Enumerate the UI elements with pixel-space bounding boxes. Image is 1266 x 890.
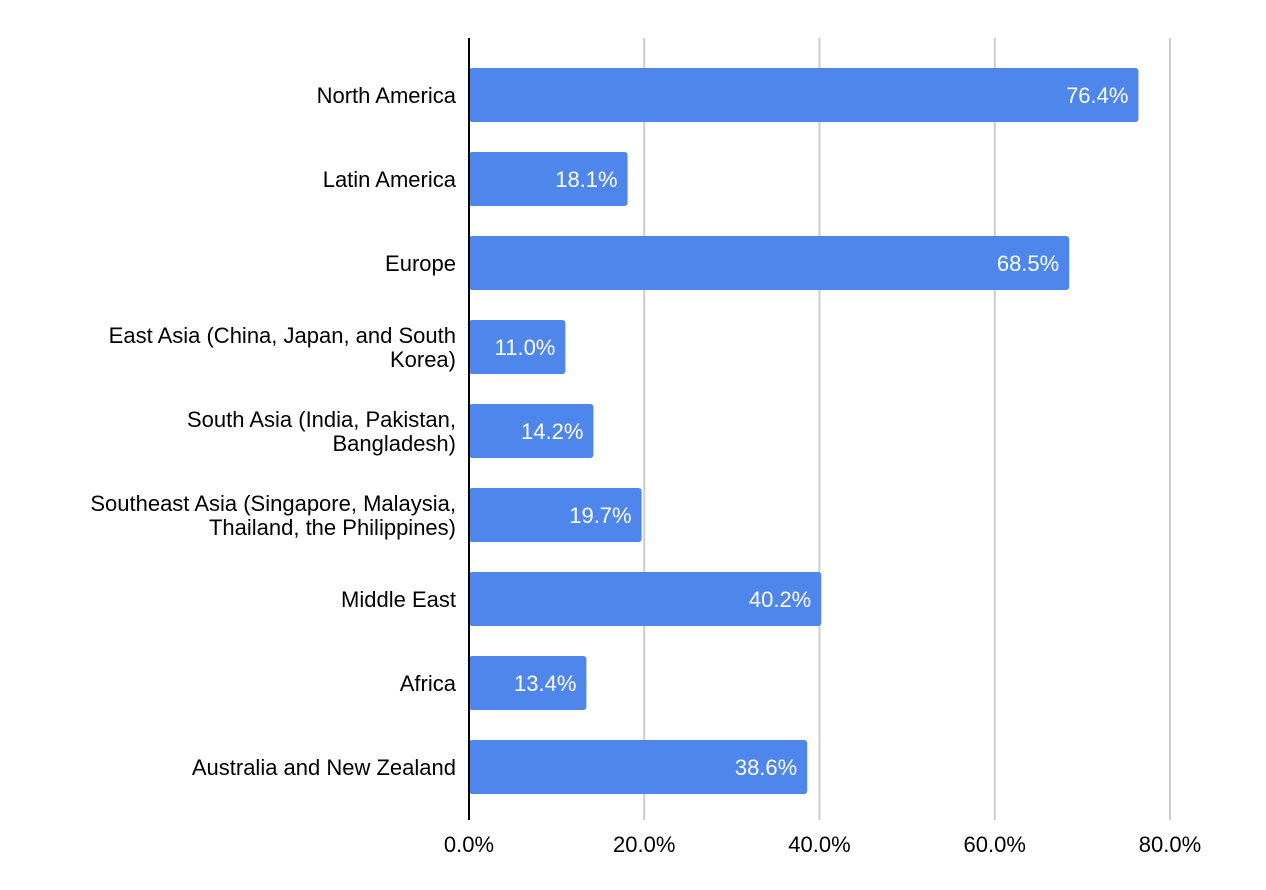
category-label-line: East Asia (China, Japan, and South xyxy=(109,323,456,348)
category-label: Southeast Asia (Singapore, Malaysia, Thai… xyxy=(90,491,456,540)
category-label-line: Australia and New Zealand xyxy=(192,755,456,780)
data-label: 18.1% xyxy=(555,167,617,192)
x-axis-ticks: 0.0% 20.0% 40.0% 60.0% 80.0% xyxy=(444,832,1201,857)
category-label: Middle East xyxy=(341,587,456,612)
bar xyxy=(469,236,1070,290)
bars xyxy=(469,68,1139,794)
category-label-line: South Asia (India, Pakistan, xyxy=(187,407,456,432)
bar xyxy=(469,488,642,542)
x-tick-label: 60.0% xyxy=(964,832,1026,857)
bar xyxy=(469,572,822,626)
category-label: Africa xyxy=(400,671,457,696)
data-label: 38.6% xyxy=(735,755,797,780)
category-label-line: Korea) xyxy=(390,347,456,372)
bar xyxy=(469,404,594,458)
data-label: 14.2% xyxy=(521,419,583,444)
x-tick-label: 0.0% xyxy=(444,832,494,857)
x-tick-label: 80.0% xyxy=(1139,832,1201,857)
category-label: East Asia (China, Japan, and South Korea) xyxy=(109,323,456,372)
bar xyxy=(469,320,566,374)
data-label: 19.7% xyxy=(569,503,631,528)
bar xyxy=(469,656,587,710)
bar xyxy=(469,68,1139,122)
data-labels: 76.4% 18.1% 68.5% 11.0% 14.2% 19.7% 40.2% 13.4%… xyxy=(495,83,1129,780)
data-label: 40.2% xyxy=(749,587,811,612)
x-tick-label: 20.0% xyxy=(613,832,675,857)
bar xyxy=(469,740,808,794)
category-label: South Asia (India, Pakistan, Bangladesh) xyxy=(187,407,456,456)
category-label-line: Middle East xyxy=(341,587,456,612)
x-tick-label: 40.0% xyxy=(788,832,850,857)
category-label-line: Thailand, the Philippines) xyxy=(209,515,456,540)
category-label: Latin America xyxy=(323,167,457,192)
data-label: 76.4% xyxy=(1066,83,1128,108)
data-label: 11.0% xyxy=(495,335,556,360)
category-label: Australia and New Zealand xyxy=(192,755,456,780)
bar xyxy=(469,152,628,206)
category-label-line: North America xyxy=(317,83,457,108)
category-label: Europe xyxy=(385,251,456,276)
category-label-line: Southeast Asia (Singapore, Malaysia, xyxy=(90,491,456,516)
category-label: North America xyxy=(317,83,457,108)
category-label-line: Bangladesh) xyxy=(332,431,456,456)
data-label: 13.4% xyxy=(514,671,576,696)
category-label-line: Europe xyxy=(385,251,456,276)
data-label: 68.5% xyxy=(997,251,1059,276)
category-labels: North America Latin America Europe East Asi… xyxy=(90,83,456,780)
gridlines xyxy=(643,38,1171,820)
category-label-line: Latin America xyxy=(323,167,457,192)
category-label-line: Africa xyxy=(400,671,457,696)
